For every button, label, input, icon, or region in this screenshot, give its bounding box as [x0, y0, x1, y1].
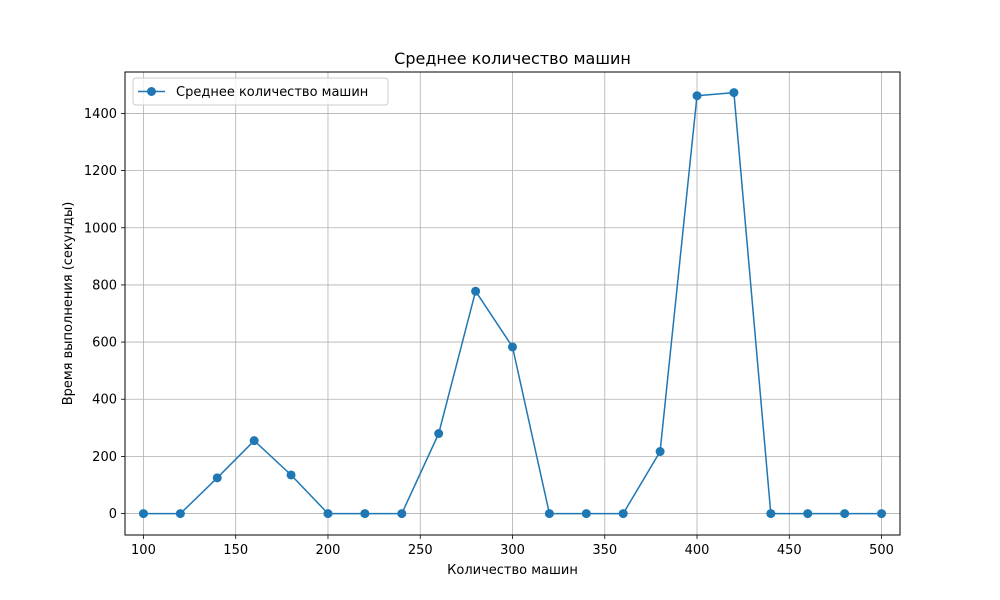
x-tick-label: 500 [869, 543, 894, 558]
data-point [434, 429, 444, 439]
y-axis-label: Время выполнения (секунды) [61, 202, 76, 406]
data-point [471, 286, 481, 296]
data-point [360, 509, 370, 519]
legend-entry-label: Среднее количество машин [176, 85, 368, 100]
y-tick-label: 1000 [84, 221, 117, 236]
data-point [803, 509, 813, 519]
y-tick-label: 800 [92, 278, 117, 293]
data-point [581, 509, 591, 519]
data-point [212, 473, 222, 483]
y-tick-label: 0 [109, 507, 117, 522]
data-point [508, 342, 517, 352]
y-tick-label: 1200 [84, 164, 117, 179]
y-tick-label: 200 [92, 450, 117, 465]
data-point [323, 509, 333, 519]
data-point [544, 509, 554, 519]
series-layer [138, 88, 887, 519]
x-tick-label: 100 [131, 543, 156, 558]
y-axis-ticks: 0 200 400 600 800 1000 1200 1400 [84, 107, 125, 522]
x-tick-label: 200 [316, 543, 341, 558]
y-tick-label: 1400 [84, 107, 117, 122]
x-tick-label: 400 [685, 543, 710, 558]
data-point [840, 509, 850, 519]
data-point [655, 447, 665, 457]
data-point [877, 509, 887, 519]
data-point [138, 509, 148, 519]
legend-box [132, 77, 389, 106]
data-point [729, 88, 739, 98]
chart-title: Среднее количество машин [394, 49, 631, 68]
data-point [618, 509, 628, 519]
legend: Среднее количество машин [132, 77, 389, 106]
data-point [175, 509, 185, 519]
x-tick-label: 150 [223, 543, 248, 558]
x-axis-ticks: 100 150 200 250 300 350 400 450 500 [131, 535, 894, 558]
data-point [766, 509, 776, 519]
x-tick-label: 300 [500, 543, 525, 558]
y-tick-label: 600 [92, 336, 117, 351]
x-tick-label: 250 [408, 543, 433, 558]
data-point [249, 436, 259, 446]
x-axis-label: Количество машин [447, 563, 578, 578]
legend-marker-swatch [147, 87, 156, 96]
x-tick-label: 450 [777, 543, 802, 558]
data-point [692, 91, 702, 101]
data-point [397, 509, 407, 519]
y-tick-label: 400 [92, 393, 117, 408]
data-point [286, 470, 296, 480]
x-tick-label: 350 [592, 543, 617, 558]
